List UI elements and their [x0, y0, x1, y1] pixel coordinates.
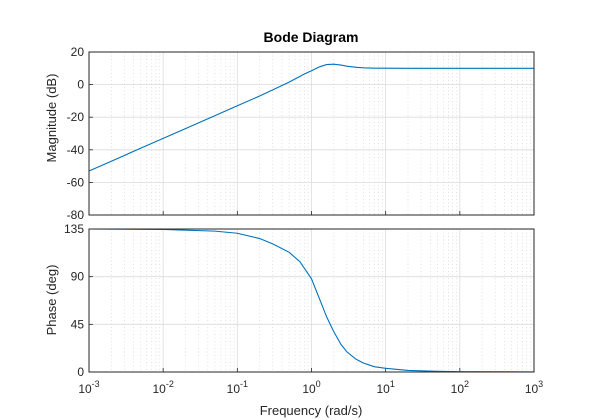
- y-tick-label: 20: [71, 45, 85, 59]
- phase-trace: [88, 228, 535, 373]
- y-tick-label: 135: [64, 222, 84, 236]
- y-tick-label: -60: [67, 175, 85, 189]
- x-axis-label: Frequency (rad/s): [260, 403, 363, 418]
- x-tick-label: 10-3: [78, 379, 99, 396]
- y-tick-label: 0: [77, 78, 84, 92]
- phase-panel: 135 90 45 0 Phase (deg): [44, 222, 535, 379]
- y-tick-label: 0: [77, 365, 84, 379]
- magnitude-y-axis-label: Magnitude (dB): [44, 74, 59, 163]
- x-tick-label: 100: [302, 379, 320, 396]
- magnitude-axes-frame: [88, 51, 535, 216]
- y-tick-label: 45: [71, 317, 85, 331]
- phase-y-axis-label: Phase (deg): [44, 265, 59, 336]
- chart-title: Bode Diagram: [264, 29, 359, 45]
- y-tick-label: 90: [71, 270, 85, 284]
- x-tick-label: 10-1: [227, 379, 248, 396]
- x-tick-label: 103: [525, 379, 543, 396]
- x-tick-label: 102: [451, 379, 469, 396]
- phase-axes-frame: [88, 228, 535, 373]
- x-tick-label: 101: [376, 379, 394, 396]
- x-tick-label: 10-2: [152, 379, 173, 396]
- y-tick-label: -20: [67, 110, 85, 124]
- y-tick-label: -40: [67, 143, 85, 157]
- y-tick-label: -80: [67, 208, 85, 222]
- magnitude-trace: [88, 63, 534, 172]
- magnitude-panel: 20 0 -20 -40 -60 -80 Magnitude (dB): [44, 45, 535, 222]
